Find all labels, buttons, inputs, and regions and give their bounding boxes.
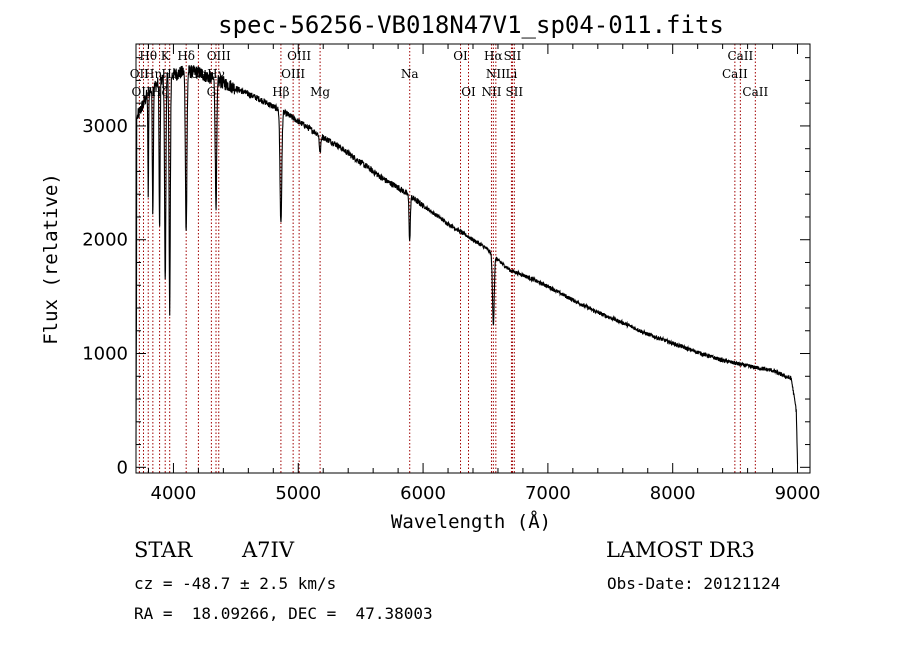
line-label-21: G <box>207 85 217 99</box>
line-label-24: OI <box>461 85 476 99</box>
line-label-27: CaII <box>742 85 768 99</box>
line-label-6: Hα <box>484 49 503 63</box>
line-label-15: Na <box>401 67 419 81</box>
line-label-0: Hθ <box>139 49 157 63</box>
redshift-text: cz = -48.7 ± 2.5 km/s <box>134 574 337 593</box>
y-tick-label-0: 0 <box>117 457 128 478</box>
coordinates-text: RA = 18.09266, DEC = 47.38003 <box>134 604 433 623</box>
spectrum-line <box>135 65 799 464</box>
line-label-26: SII <box>505 85 523 99</box>
x-tick-label-1: 5000 <box>275 483 321 504</box>
marker-lines <box>138 44 756 473</box>
line-label-23: Mg <box>310 85 330 99</box>
line-label-1: K <box>161 49 171 63</box>
x-tick-label-4: 8000 <box>650 483 696 504</box>
object-class: STAR <box>134 538 193 562</box>
x-axis-label: Wavelength (Å) <box>391 510 551 533</box>
line-label-2: Hδ <box>177 49 195 63</box>
x-tick-label-5: 9000 <box>775 483 821 504</box>
chart-title: spec-56256-VB018N47V1_sp04-011.fits <box>218 11 724 39</box>
line-label-25: NII <box>481 85 501 99</box>
line-label-3: OIII <box>207 49 231 63</box>
axis-ticks: 4000 5000 6000 7000 8000 9000 0 1000 2000 3000 <box>82 44 820 504</box>
obs-date-text: Obs-Date: 20121124 <box>607 574 781 593</box>
line-label-7: SII <box>504 49 522 63</box>
line-label-9: OII <box>130 67 150 81</box>
line-label-4: OIII <box>287 49 311 63</box>
line-label-22: Hβ <box>272 85 289 99</box>
y-tick-label-2: 2000 <box>82 230 128 251</box>
line-label-10: Hη <box>144 67 162 81</box>
x-tick-label-0: 4000 <box>151 483 197 504</box>
line-label-14: OIII <box>281 67 305 81</box>
object-subclass: A7IV <box>242 538 294 562</box>
line-label-18: CaII <box>722 67 748 81</box>
line-label-16: NII <box>486 67 506 81</box>
line-label-5: OI <box>453 49 468 63</box>
plot-frame <box>135 43 811 474</box>
y-tick-label-1: 1000 <box>82 344 128 365</box>
survey-name: LAMOST DR3 <box>606 538 755 562</box>
x-tick-label-2: 6000 <box>400 483 446 504</box>
x-tick-label-3: 7000 <box>525 483 571 504</box>
y-axis-label: Flux (relative) <box>40 173 62 345</box>
line-label-17: Li <box>506 67 518 81</box>
y-tick-label-3: 3000 <box>82 116 128 137</box>
line-label-8: CaII <box>727 49 753 63</box>
